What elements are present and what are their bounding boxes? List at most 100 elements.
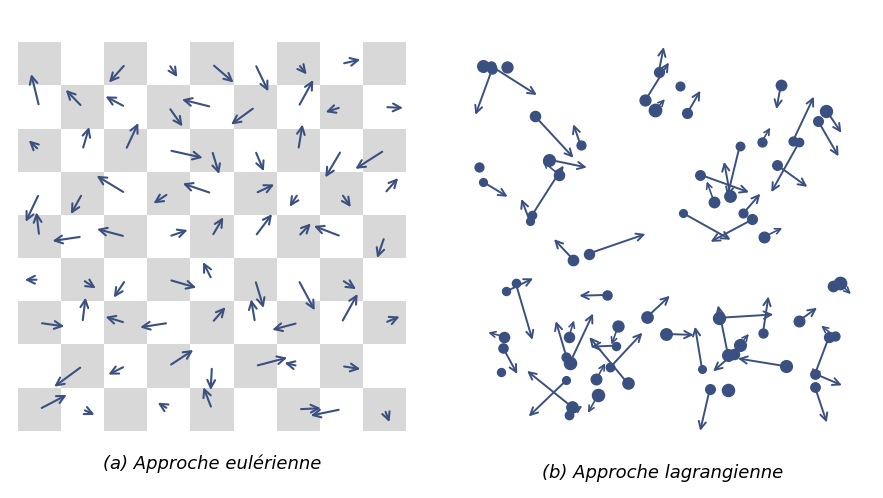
Point (476, 178, 490, 186)
Bar (104, 387, 147, 431)
Point (638, 97, 653, 105)
Point (780, 363, 794, 371)
Bar (233, 345, 276, 387)
Bar (320, 172, 363, 215)
Point (476, 62, 490, 70)
Bar (104, 215, 147, 258)
Point (499, 287, 513, 295)
Point (673, 82, 687, 90)
Bar (191, 387, 233, 431)
Point (652, 68, 666, 76)
Point (733, 341, 747, 349)
Bar (276, 387, 320, 431)
Point (755, 137, 769, 145)
Point (497, 333, 511, 341)
Point (574, 141, 588, 149)
Point (770, 161, 784, 169)
Bar (61, 345, 104, 387)
Point (640, 313, 654, 321)
Bar (320, 345, 363, 387)
Text: (b) Approche lagrangienne: (b) Approche lagrangienne (541, 464, 783, 482)
Point (559, 353, 573, 361)
Point (721, 386, 736, 394)
Point (566, 255, 580, 263)
Point (565, 403, 579, 411)
Bar (18, 42, 61, 86)
Point (500, 63, 514, 71)
Bar (363, 128, 406, 172)
Point (562, 333, 576, 341)
Point (552, 171, 566, 179)
Point (826, 282, 840, 290)
Point (693, 171, 707, 179)
Point (811, 117, 825, 125)
Point (648, 106, 662, 114)
Point (562, 410, 577, 418)
Point (723, 192, 737, 200)
Bar (147, 345, 191, 387)
Point (736, 209, 751, 217)
Point (496, 344, 510, 352)
Text: (a) Approche eulérienne: (a) Approche eulérienne (102, 454, 321, 473)
Bar (147, 258, 191, 301)
Point (611, 322, 625, 330)
Point (591, 390, 605, 398)
Point (792, 317, 806, 325)
Point (828, 333, 842, 341)
Point (822, 333, 836, 341)
Bar (104, 42, 147, 86)
Point (486, 65, 500, 73)
Bar (363, 387, 406, 431)
Point (472, 163, 487, 171)
Bar (147, 172, 191, 215)
Point (600, 291, 614, 299)
Bar (233, 172, 276, 215)
Bar (18, 215, 61, 258)
Point (559, 376, 573, 384)
Point (756, 329, 770, 337)
Point (608, 342, 623, 350)
Bar (61, 172, 104, 215)
Point (603, 363, 617, 371)
Bar (233, 258, 276, 301)
Point (589, 375, 603, 383)
Bar (191, 42, 233, 86)
Point (582, 249, 596, 257)
Point (721, 351, 735, 359)
Point (528, 112, 542, 120)
Point (727, 350, 741, 358)
Bar (61, 258, 104, 301)
Bar (18, 387, 61, 431)
Point (695, 366, 709, 374)
Bar (363, 215, 406, 258)
Point (542, 156, 556, 164)
Bar (147, 86, 191, 128)
Bar (104, 301, 147, 345)
Point (786, 137, 800, 145)
Bar (276, 215, 320, 258)
Point (745, 216, 759, 224)
Point (659, 330, 673, 338)
Point (713, 314, 727, 322)
Point (774, 82, 788, 90)
Point (509, 279, 523, 287)
Bar (276, 128, 320, 172)
Bar (191, 215, 233, 258)
Bar (18, 128, 61, 172)
Point (703, 385, 717, 393)
Bar (61, 86, 104, 128)
Bar (320, 86, 363, 128)
Point (494, 368, 508, 376)
Bar (276, 301, 320, 345)
Point (525, 211, 540, 219)
Point (621, 379, 635, 387)
Bar (363, 42, 406, 86)
Bar (191, 301, 233, 345)
Point (675, 209, 690, 217)
Point (562, 359, 577, 367)
Point (484, 62, 498, 70)
Point (819, 107, 834, 115)
Point (523, 217, 537, 225)
Bar (320, 258, 363, 301)
Point (733, 142, 747, 150)
